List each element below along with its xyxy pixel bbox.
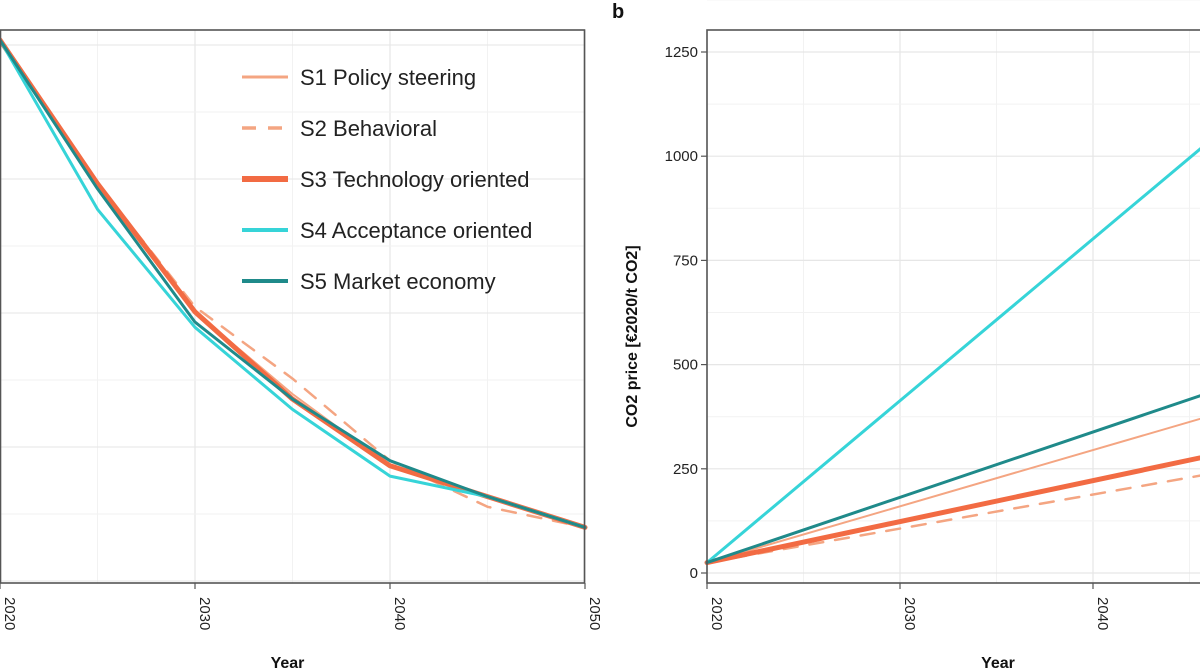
- x-tick-label: 2020: [708, 597, 725, 630]
- x-tick-label: 2020: [1, 597, 18, 630]
- x-axis-title: Year: [271, 655, 305, 670]
- series-line-4: [705, 147, 1200, 565]
- y-tick-label: 250: [673, 461, 698, 478]
- series-line-5: [0, 38, 587, 529]
- chart-legend: S1 Policy steering S2 Behavioral S3 Techno…: [242, 65, 532, 294]
- x-tick-label: 2050: [586, 597, 603, 630]
- series-line-5: [705, 394, 1200, 565]
- panel-b-co2-price-chart: 0 250 500 750 1000 1250 2020 2030 2040 Year CO2 pr…: [624, 0, 1200, 670]
- y-tick-label: 1000: [665, 148, 698, 165]
- x-tick-label: 2040: [391, 597, 408, 630]
- x-tick-label: 2030: [901, 597, 918, 630]
- y-tick-label: 0: [690, 565, 698, 582]
- panel-b-label: b: [612, 1, 624, 23]
- legend-label-1: S1 Policy steering: [300, 65, 476, 90]
- panel-b-frame: [706, 29, 1200, 584]
- series-line-2: [705, 474, 1200, 564]
- legend-label-5: S5 Market economy: [300, 269, 496, 294]
- y-tick-label: 1250: [665, 44, 698, 61]
- legend-label-2: S2 Behavioral: [300, 116, 437, 141]
- panel-a-line-chart: 2020 2030 2040 2050 Year: [0, 29, 603, 670]
- y-tick-label: 750: [673, 252, 698, 269]
- series-line-3: [704, 455, 1200, 566]
- series-line-1: [706, 417, 1200, 564]
- panel-a-frame: [0, 29, 586, 584]
- y-axis-title: CO2 price [€2020/t CO2]: [624, 245, 641, 427]
- legend-label-4: S4 Acceptance oriented: [300, 218, 532, 243]
- y-tick-label: 500: [673, 357, 698, 374]
- legend-label-3: S3 Technology oriented: [300, 167, 530, 192]
- x-tick-label: 2040: [1094, 597, 1111, 630]
- x-tick-label: 2030: [196, 597, 213, 630]
- series-line-2: [0, 38, 587, 529]
- x-axis-title: Year: [981, 655, 1015, 670]
